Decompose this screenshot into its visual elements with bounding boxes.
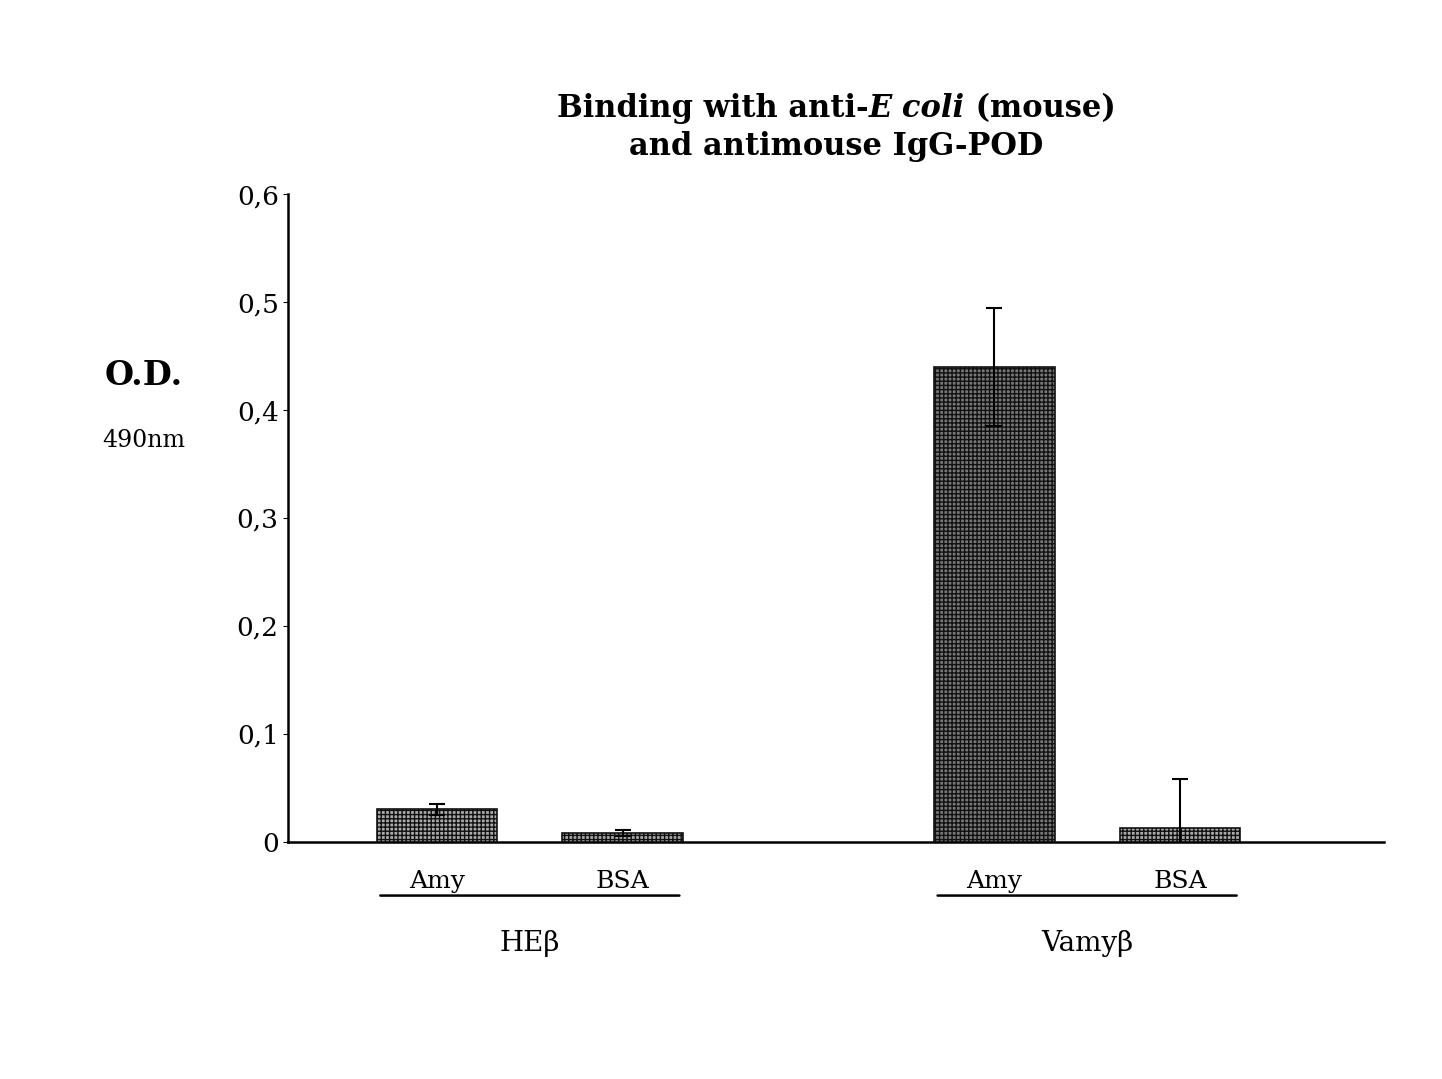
Text: Amy: Amy xyxy=(966,870,1022,892)
Bar xyxy=(376,809,497,842)
Bar xyxy=(1119,828,1240,842)
Text: BSA: BSA xyxy=(596,870,650,892)
Text: BSA: BSA xyxy=(1154,870,1207,892)
Text: 490nm: 490nm xyxy=(102,428,186,452)
Text: and antimouse IgG-POD: and antimouse IgG-POD xyxy=(629,131,1044,162)
Text: Amy: Amy xyxy=(410,870,464,892)
Text: O.D.: O.D. xyxy=(105,359,183,392)
Bar xyxy=(562,833,684,842)
Text: E coli: E coli xyxy=(868,93,965,124)
Text: Binding with anti-: Binding with anti- xyxy=(557,93,868,124)
Text: Vamyβ: Vamyβ xyxy=(1041,930,1133,957)
Bar xyxy=(934,367,1054,842)
Text: HEβ: HEβ xyxy=(500,930,559,957)
Text: (mouse): (mouse) xyxy=(965,93,1116,124)
